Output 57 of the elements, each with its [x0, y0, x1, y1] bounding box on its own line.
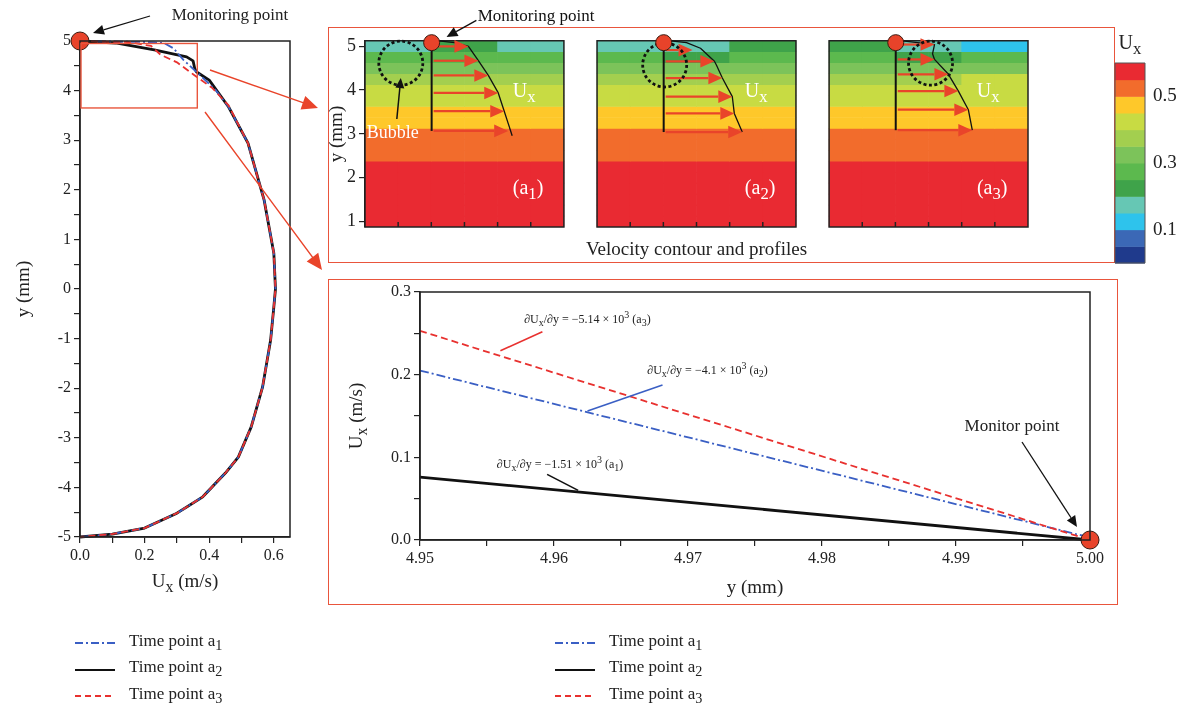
- annotation: ∂U$_{x}$/∂y = −5.14 × 10$^{3}$ (a$_{3}$): [524, 308, 651, 328]
- y-tick-label: 5: [63, 31, 71, 49]
- annotation: U$_{x}$: [744, 79, 768, 107]
- y-tick-label: -2: [57, 378, 71, 396]
- annotation: Bubble: [366, 122, 419, 143]
- x-axis-title: Velocity contour and profiles: [585, 237, 808, 259]
- annotation: (a$_{3}$): [976, 175, 1008, 203]
- x-tick-label: 0.6: [263, 545, 284, 563]
- y-tick-label: 2: [63, 180, 71, 197]
- y-tick-label: 0.3: [391, 282, 411, 300]
- y-tick-label: 4: [63, 80, 71, 98]
- annotation: (a$_{2}$): [744, 175, 776, 203]
- y-tick-label: 5: [347, 35, 356, 56]
- legend-label: Time point a$_{3}$: [609, 682, 703, 703]
- x-tick-label: 4.99: [942, 548, 970, 566]
- legend-label: Time point a$_{1}$: [609, 630, 703, 656]
- y-tick-label: 1: [63, 229, 71, 247]
- text: Monitoring point: [171, 4, 289, 24]
- annotation: U$_{x}$: [976, 79, 1000, 107]
- x-tick-label: 0.2: [134, 545, 155, 563]
- color-bar-title: U$_{x}$: [1118, 31, 1142, 59]
- color-bar-label: 0.1: [1153, 217, 1177, 239]
- x-tick-label: 4.98: [808, 548, 836, 566]
- y-tick-label: 3: [63, 130, 71, 148]
- y-tick-label: -3: [57, 428, 71, 445]
- y-tick-label: 1: [347, 210, 356, 231]
- x-tick-label: 4.96: [540, 548, 568, 566]
- x-axis-title: U$_{x}$ (m/s): [151, 570, 219, 595]
- legend-label: Time point a$_{3}$: [129, 682, 223, 703]
- y-tick-label: 4: [347, 78, 356, 99]
- legend-label: Time point a$_{2}$: [129, 656, 223, 682]
- annotation: (a$_{1}$): [512, 175, 544, 203]
- color-bar-label: 0.3: [1153, 150, 1177, 172]
- annotation: ∂U$_{x}$/∂y = −4.1 × 10$^{3}$ (a$_{2}$): [647, 359, 768, 380]
- y-tick-label: 0.0: [391, 530, 411, 548]
- text: Monitoring point: [477, 5, 595, 25]
- color-bar-label: 0.5: [1153, 84, 1177, 106]
- legend-label: Time point a$_{1}$: [129, 630, 223, 656]
- x-tick-label: 4.95: [406, 548, 434, 566]
- y-tick-label: 0.1: [391, 447, 411, 465]
- y-axis-title: y (mm): [11, 260, 33, 318]
- annotation: ∂U$_{x}$/∂y = −1.51 × 10$^{3}$ (a$_{1}$): [496, 454, 624, 474]
- y-tick-label: 2: [347, 166, 356, 187]
- y-tick-label: -5: [57, 527, 71, 545]
- y-tick-label: 0: [63, 279, 71, 297]
- y-tick-label: 0.2: [391, 364, 411, 382]
- annotation: U$_{x}$: [512, 79, 536, 107]
- x-tick-label: 5.00: [1076, 548, 1104, 566]
- legend-label: Time point a$_{2}$: [609, 656, 703, 682]
- y-tick-label: -4: [57, 477, 71, 495]
- y-tick-label: -1: [57, 328, 71, 346]
- x-axis-title: y (mm): [726, 575, 784, 597]
- x-tick-label: 4.97: [674, 548, 702, 566]
- x-tick-label: 0.4: [199, 545, 220, 563]
- y-tick-label: 3: [347, 122, 356, 143]
- y-axis-title: y (mm): [324, 105, 346, 163]
- annotation: Monitor point: [964, 415, 1060, 435]
